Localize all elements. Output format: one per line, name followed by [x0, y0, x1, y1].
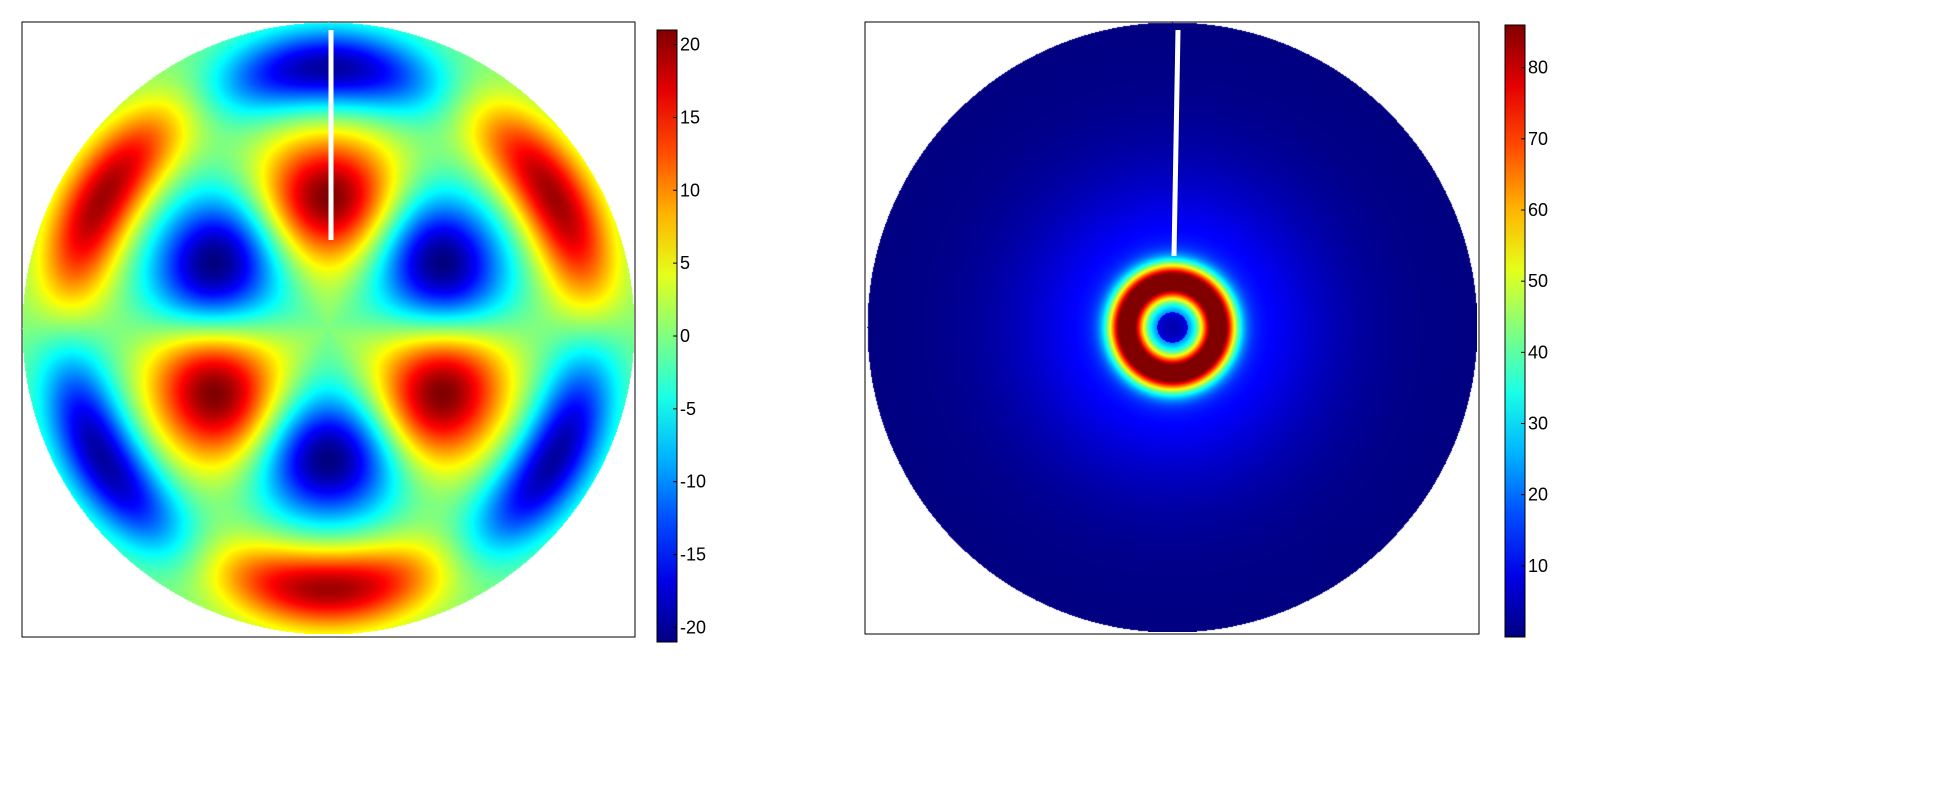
colorbar-tick-label: 60: [1528, 200, 1548, 220]
colorbar-tick-label: 50: [1528, 271, 1548, 291]
colorbar-tick-label: 10: [680, 180, 700, 200]
heatmap-field: [22, 22, 634, 634]
colorbar-tick-label: 0: [680, 326, 690, 346]
colorbar-tick-label: 70: [1528, 129, 1548, 149]
colorbar-tick-label: 10: [1528, 556, 1548, 576]
colorbar-tick-label: 30: [1528, 414, 1548, 434]
colorbar-tick-label: 15: [680, 107, 700, 127]
colorbar-tick-label: -10: [680, 472, 706, 492]
colorbar-tick-label: -5: [680, 399, 696, 419]
colorbar-tick-label: 80: [1528, 58, 1548, 78]
left-chart-svg: 20 15 10 5 0 -5 -10 -15 -20: [21, 21, 706, 643]
colorbar-tick-label: 20: [680, 35, 700, 55]
left-panel: 20 15 10 5 0 -5 -10 -15 -20: [21, 21, 706, 643]
colorbar: [1504, 24, 1526, 638]
colorbar-tick-label: -15: [680, 545, 706, 565]
slit-mark: [1171, 29, 1181, 257]
colorbar-tick-label: -20: [680, 617, 706, 637]
colorbar-tick-label: 5: [680, 253, 690, 273]
colorbar-tick-label: 20: [1528, 485, 1548, 505]
colorbar-tick-label: 40: [1528, 342, 1548, 362]
